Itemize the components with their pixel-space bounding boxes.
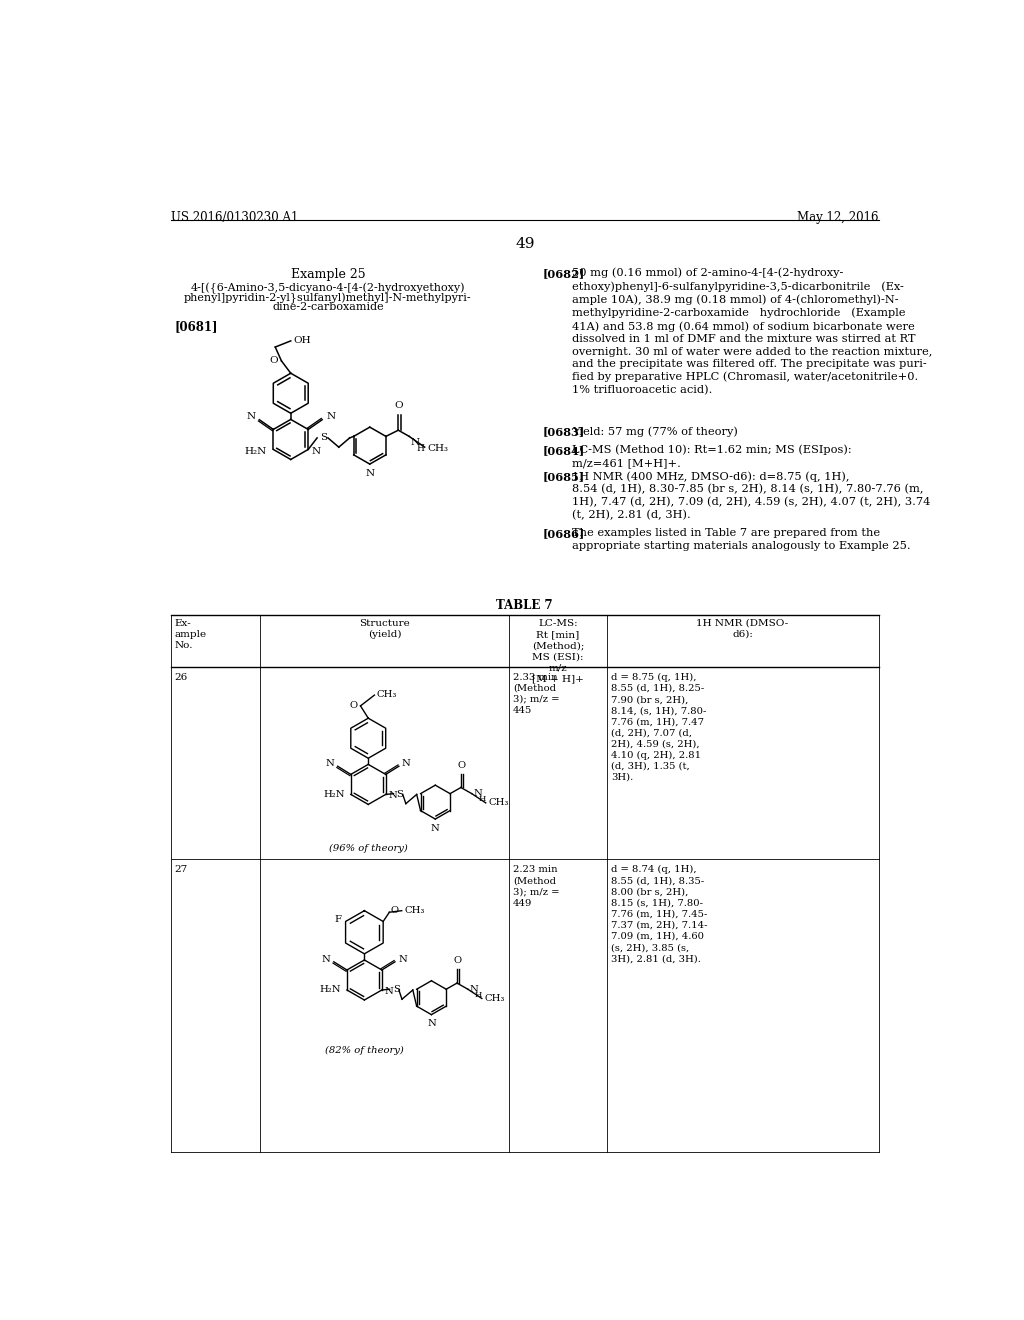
Text: Example 25: Example 25 bbox=[291, 268, 366, 281]
Text: 1H NMR (DMSO-
d6):: 1H NMR (DMSO- d6): bbox=[696, 619, 788, 639]
Text: The examples listed in Table 7 are prepared from the
appropriate starting materi: The examples listed in Table 7 are prepa… bbox=[572, 528, 910, 550]
Text: H: H bbox=[417, 444, 425, 453]
Text: N: N bbox=[402, 759, 411, 768]
Text: d = 8.75 (q, 1H),
8.55 (d, 1H), 8.25-
7.90 (br s, 2H),
8.14, (s, 1H), 7.80-
7.76: d = 8.75 (q, 1H), 8.55 (d, 1H), 8.25- 7.… bbox=[611, 673, 707, 781]
Text: Yield: 57 mg (77% of theory): Yield: 57 mg (77% of theory) bbox=[572, 426, 738, 437]
Text: N: N bbox=[411, 438, 420, 447]
Text: 49: 49 bbox=[515, 238, 535, 251]
Text: 27: 27 bbox=[174, 866, 187, 874]
Text: d = 8.74 (q, 1H),
8.55 (d, 1H), 8.35-
8.00 (br s, 2H),
8.15 (s, 1H), 7.80-
7.76 : d = 8.74 (q, 1H), 8.55 (d, 1H), 8.35- 8.… bbox=[611, 866, 708, 964]
Text: S: S bbox=[392, 986, 399, 994]
Text: N: N bbox=[322, 954, 331, 964]
Text: [0683]: [0683] bbox=[543, 426, 585, 437]
Text: O: O bbox=[391, 907, 399, 915]
Text: N: N bbox=[385, 987, 393, 997]
Text: N: N bbox=[366, 469, 375, 478]
Text: phenyl]pyridin-2-yl}sulfanyl)methyl]-N-methylpyri-: phenyl]pyridin-2-yl}sulfanyl)methyl]-N-m… bbox=[184, 293, 472, 304]
Text: N: N bbox=[469, 985, 478, 994]
Text: N: N bbox=[326, 759, 335, 768]
Text: [0681]: [0681] bbox=[174, 321, 218, 333]
Text: May 12, 2016: May 12, 2016 bbox=[798, 211, 879, 224]
Text: H₂N: H₂N bbox=[324, 789, 345, 799]
Text: S: S bbox=[321, 433, 328, 442]
Text: CH₃: CH₃ bbox=[488, 799, 509, 808]
Text: 2.23 min
(Method
3); m/z =
449: 2.23 min (Method 3); m/z = 449 bbox=[513, 866, 560, 908]
Text: [0686]: [0686] bbox=[543, 528, 585, 539]
Text: H: H bbox=[475, 991, 482, 999]
Text: O: O bbox=[349, 701, 357, 710]
Text: H: H bbox=[479, 795, 486, 803]
Text: CH₃: CH₃ bbox=[427, 445, 447, 453]
Text: [0685]: [0685] bbox=[543, 471, 585, 482]
Text: [0684]: [0684] bbox=[543, 445, 585, 455]
Text: 4-[({6-Amino-3,5-dicyano-4-[4-(2-hydroxyethoxy): 4-[({6-Amino-3,5-dicyano-4-[4-(2-hydroxy… bbox=[190, 284, 465, 294]
Text: S: S bbox=[396, 789, 403, 799]
Text: N: N bbox=[473, 789, 482, 799]
Text: H₂N: H₂N bbox=[319, 986, 341, 994]
Text: US 2016/0130230 A1: US 2016/0130230 A1 bbox=[171, 211, 298, 224]
Text: O: O bbox=[458, 760, 466, 770]
Text: Structure
(yield): Structure (yield) bbox=[359, 619, 410, 639]
Text: 1H NMR (400 MHz, DMSO-d6): d=8.75 (q, 1H),
8.54 (d, 1H), 8.30-7.85 (br s, 2H), 8: 1H NMR (400 MHz, DMSO-d6): d=8.75 (q, 1H… bbox=[572, 471, 931, 520]
Text: LC-MS (Method 10): Rt=1.62 min; MS (ESIpos):
m/z=461 [M+H]+.: LC-MS (Method 10): Rt=1.62 min; MS (ESIp… bbox=[572, 445, 852, 469]
Text: N: N bbox=[389, 792, 397, 800]
Text: N: N bbox=[398, 954, 407, 964]
Text: O: O bbox=[454, 957, 462, 965]
Text: LC-MS:
Rt [min]
(Method);
MS (ESI):
m/z
[M + H]+: LC-MS: Rt [min] (Method); MS (ESI): m/z … bbox=[531, 619, 585, 684]
Text: TABLE 7: TABLE 7 bbox=[497, 599, 553, 612]
Text: OH: OH bbox=[293, 337, 310, 346]
Text: F: F bbox=[334, 916, 341, 924]
Text: 26: 26 bbox=[174, 673, 187, 681]
Text: N: N bbox=[326, 412, 335, 421]
Text: dine-2-carboxamide: dine-2-carboxamide bbox=[272, 302, 384, 312]
Text: CH₃: CH₃ bbox=[484, 994, 505, 1003]
Text: CH₃: CH₃ bbox=[377, 690, 397, 698]
Text: O: O bbox=[395, 401, 403, 411]
Text: N: N bbox=[427, 1019, 436, 1028]
Text: CH₃: CH₃ bbox=[404, 907, 425, 915]
Text: 2.33 min
(Method
3); m/z =
445: 2.33 min (Method 3); m/z = 445 bbox=[513, 673, 560, 715]
Text: (82% of theory): (82% of theory) bbox=[325, 1045, 403, 1055]
Text: N: N bbox=[431, 824, 439, 833]
Text: 50 mg (0.16 mmol) of 2-amino-4-[4-(2-hydroxy-
ethoxy)phenyl]-6-sulfanylpyridine-: 50 mg (0.16 mmol) of 2-amino-4-[4-(2-hyd… bbox=[572, 268, 933, 396]
Text: N: N bbox=[247, 412, 255, 421]
Text: O: O bbox=[269, 355, 279, 364]
Text: H₂N: H₂N bbox=[245, 446, 267, 455]
Text: (96% of theory): (96% of theory) bbox=[329, 843, 408, 853]
Text: N: N bbox=[311, 446, 321, 455]
Text: [0682]: [0682] bbox=[543, 268, 585, 279]
Text: Ex-
ample
No.: Ex- ample No. bbox=[174, 619, 207, 649]
